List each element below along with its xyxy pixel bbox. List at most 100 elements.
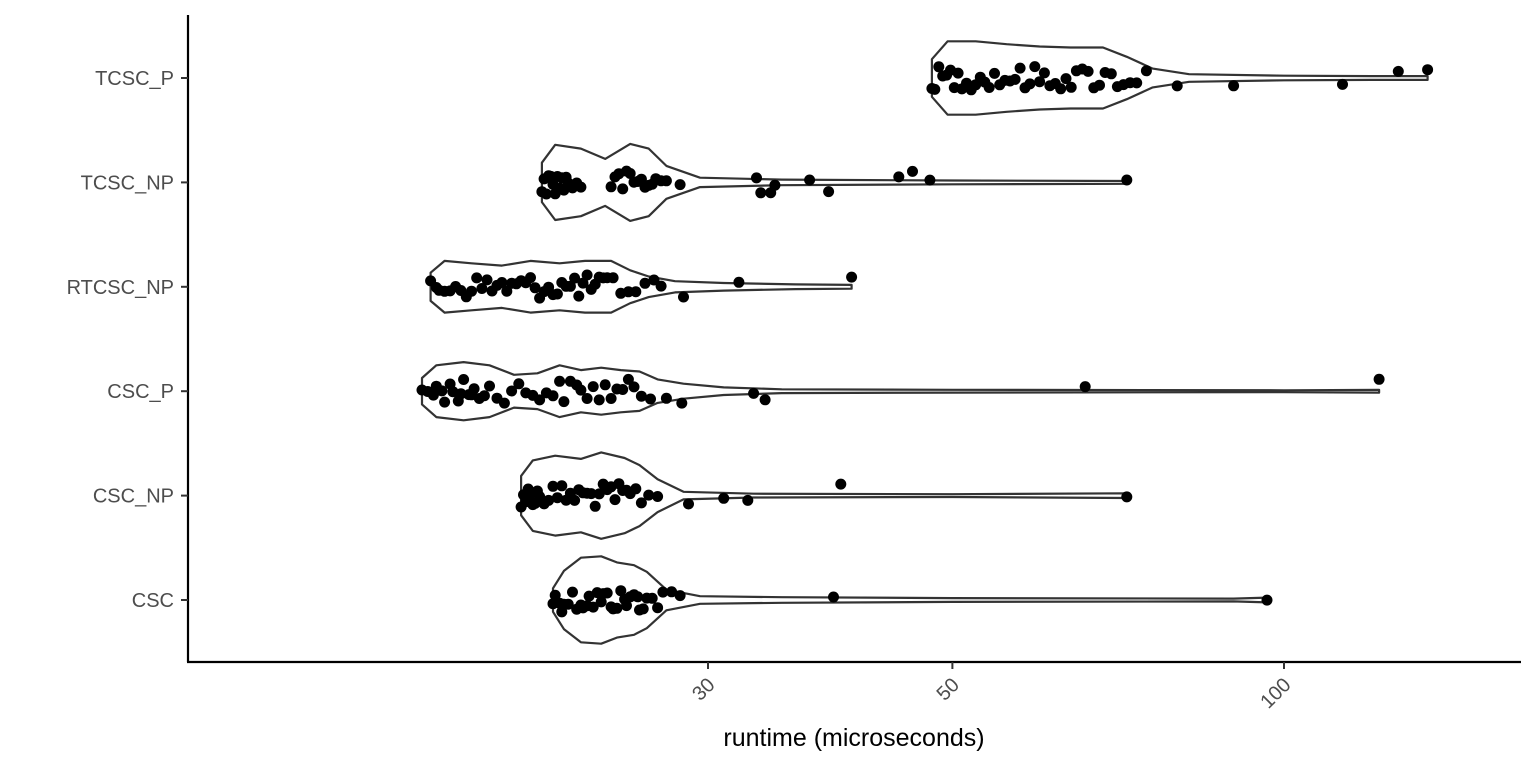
- data-point: [1140, 65, 1152, 77]
- y-tick-label: CSC: [132, 590, 174, 612]
- data-point: [657, 586, 669, 598]
- data-point: [587, 381, 599, 393]
- data-point: [573, 290, 585, 302]
- data-point: [660, 175, 672, 187]
- data-point: [1392, 65, 1404, 77]
- data-point: [593, 394, 605, 406]
- data-point: [652, 491, 664, 502]
- data-point: [1261, 594, 1273, 606]
- data-point: [769, 179, 781, 191]
- data-point: [506, 385, 518, 397]
- data-point: [630, 286, 642, 298]
- data-point: [476, 283, 488, 294]
- data-point: [624, 168, 636, 179]
- data-point: [1024, 78, 1036, 90]
- data-point: [567, 586, 578, 598]
- data-point: [534, 394, 546, 406]
- data-point: [632, 591, 644, 603]
- data-point: [1228, 80, 1240, 92]
- data-point: [1121, 174, 1133, 186]
- data-point: [645, 393, 656, 405]
- x-tick-label: 50: [933, 674, 964, 705]
- points-layer: [416, 61, 1434, 618]
- data-point: [481, 274, 493, 286]
- data-point: [577, 277, 589, 289]
- data-point: [621, 600, 632, 612]
- data-point: [1034, 76, 1046, 88]
- violin-tcsc-p: [930, 40, 1429, 116]
- data-point: [1029, 61, 1041, 73]
- violin-csc: [551, 555, 1269, 645]
- y-tick-label: CSC_NP: [93, 486, 174, 508]
- data-point: [427, 389, 439, 401]
- data-point: [605, 181, 617, 193]
- data-point: [635, 390, 647, 402]
- data-point: [575, 384, 587, 396]
- data-point: [1060, 73, 1072, 85]
- data-point: [587, 601, 599, 613]
- data-point: [639, 277, 651, 289]
- data-point: [529, 282, 541, 294]
- data-point: [643, 489, 655, 501]
- data-point: [551, 492, 563, 504]
- data-point: [581, 269, 593, 281]
- data-point: [611, 602, 623, 614]
- data-point: [562, 598, 574, 610]
- data-point: [660, 392, 672, 404]
- data-point: [907, 165, 918, 177]
- data-point: [678, 291, 689, 303]
- data-point: [575, 181, 587, 193]
- axes-layer: [186, 15, 1521, 664]
- data-point: [759, 394, 771, 406]
- data-point: [547, 390, 559, 402]
- data-point: [471, 272, 483, 284]
- data-point: [615, 585, 627, 597]
- data-point: [585, 488, 597, 500]
- data-point: [599, 379, 611, 391]
- data-point: [846, 271, 858, 283]
- data-point: [893, 171, 905, 183]
- data-point: [547, 480, 559, 492]
- data-point: [589, 500, 601, 512]
- data-point: [458, 374, 470, 385]
- data-point: [652, 602, 664, 614]
- y-ticks-layer: CSC CSC_NP CSC_P RTCSC_NP TCSC_NP TCSC_P: [67, 68, 188, 612]
- y-tick-label: CSC_P: [107, 381, 174, 403]
- data-point: [929, 83, 941, 95]
- data-point: [439, 396, 451, 408]
- data-point: [989, 67, 1000, 79]
- data-point: [630, 483, 642, 495]
- y-tick-label: TCSC_P: [95, 68, 174, 90]
- data-point: [1171, 80, 1183, 92]
- data-point: [835, 478, 847, 490]
- data-point: [1014, 62, 1026, 74]
- data-point: [635, 497, 647, 509]
- data-point: [933, 61, 945, 73]
- violin-csc-p: [420, 361, 1381, 422]
- data-point: [1065, 81, 1077, 93]
- data-point: [637, 603, 649, 615]
- data-point: [924, 174, 936, 186]
- y-tick-label: TCSC_NP: [81, 172, 174, 194]
- data-point: [455, 388, 467, 400]
- data-point: [1055, 83, 1067, 95]
- data-point: [551, 288, 563, 300]
- data-point: [484, 380, 495, 392]
- data-point: [569, 494, 581, 506]
- data-point: [1038, 67, 1050, 79]
- data-point: [617, 183, 629, 195]
- x-ticks-layer: 30 50 100: [688, 662, 1296, 713]
- x-axis-title: runtime (microseconds): [723, 724, 984, 752]
- data-point: [601, 587, 613, 599]
- data-point: [751, 172, 762, 184]
- data-point: [674, 590, 686, 602]
- data-point: [617, 384, 629, 395]
- data-point: [628, 381, 640, 393]
- data-point: [1009, 73, 1021, 85]
- data-point: [674, 179, 686, 191]
- data-point: [513, 378, 525, 390]
- data-point: [525, 272, 536, 284]
- data-point: [605, 393, 617, 404]
- data-point: [543, 494, 555, 506]
- violin-layer: [420, 40, 1429, 645]
